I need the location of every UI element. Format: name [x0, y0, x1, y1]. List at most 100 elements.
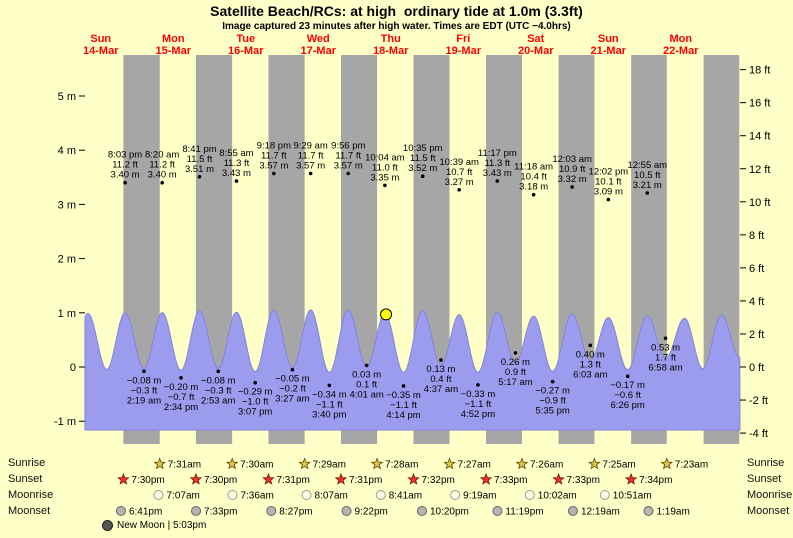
y-axis-label-ft: -4 ft [749, 428, 768, 440]
moonset-circle-icon [115, 506, 126, 516]
moonrise-circle-icon [599, 490, 610, 500]
new-moon-note: New Moon | 5:03pm [102, 520, 206, 531]
day-label-date: 19-Mar [446, 45, 482, 57]
y-axis-label-ft: 4 ft [749, 296, 764, 308]
high-tide-annotation: 8:03 pm 11.2 ft 3.40 m [108, 150, 142, 181]
sunrise-time: 7:26am [530, 460, 563, 471]
sunset-star-icon [117, 472, 130, 485]
day-label-date: 16-Mar [228, 45, 264, 57]
day-label: Sat [527, 33, 544, 45]
sunrise-row-label-left: Sunrise [8, 457, 46, 469]
sunrise-star-icon [153, 457, 166, 470]
low-tide-dot [439, 358, 443, 362]
sunset-row-label-right: Sunset [747, 473, 782, 485]
high-tide-annotation: 8:55 am 11.3 ft 3.43 m [219, 148, 253, 179]
moonrise-time: 8:07am [315, 491, 348, 502]
day-label: Thu [381, 33, 401, 45]
low-tide-dot [625, 374, 630, 379]
low-tide-dot [513, 351, 518, 355]
low-tide-annotation: 0.13 m 0.4 ft 4:37 am [424, 364, 458, 395]
low-tide-annotation: −0.20 m −0.7 ft 2:34 pm [164, 382, 199, 413]
sunset-star-icon [479, 472, 493, 485]
sunrise-star-icon [443, 457, 456, 470]
low-tide-annotation: −0.35 m −1.1 ft 4:14 pm [386, 390, 421, 421]
high-tide-annotation: 10:35 pm 11.5 ft 3.52 m [403, 143, 443, 174]
day-label: Mon [669, 33, 692, 45]
high-tide-dot [645, 191, 650, 195]
sunrise-time: 7:30am [240, 460, 273, 471]
day-label: Fri [456, 33, 470, 45]
moonrise-row-label-right: Moonrise [747, 489, 793, 501]
sunrise-time: 7:28am [385, 460, 418, 471]
sunset-time: 7:34pm [639, 475, 672, 486]
moonset-circle-icon [191, 506, 202, 516]
sunset-time: 7:30pm [204, 475, 237, 486]
moonset-time: 10:20pm [430, 507, 469, 518]
sunset-time: 7:33pm [567, 475, 600, 486]
high-tide-dot [272, 171, 276, 176]
new-moon-label: New Moon | 5:03pm [117, 520, 207, 531]
y-axis-label-ft: 18 ft [749, 65, 770, 77]
high-tide-dot [160, 180, 164, 185]
low-tide-dot [401, 384, 406, 388]
moonset-circle-icon [416, 506, 427, 516]
moonset-time: 6:41pm [129, 507, 162, 518]
sunrise-star-icon [298, 457, 311, 470]
high-tide-dot [457, 187, 461, 192]
moonset-row-label-left: Moonset [8, 505, 51, 517]
moonset-circle-icon [492, 506, 503, 516]
tide-curve [84, 309, 741, 431]
moonset-time: 1:19am [656, 507, 689, 518]
moonset-time: 12:19am [581, 507, 620, 518]
high-tide-annotation: 9:29 am 11.7 ft 3.57 m [293, 141, 327, 172]
sunset-time: 7:31pm [349, 475, 382, 486]
day-label-date: 21-Mar [591, 45, 627, 57]
moonrise-circle-icon [450, 490, 461, 500]
sunset-time: 7:31pm [276, 475, 309, 486]
low-tide-annotation: −0.08 m −0.3 ft 2:53 am [201, 375, 236, 406]
sunrise-time: 7:23am [675, 460, 708, 471]
low-tide-dot [476, 383, 480, 387]
high-tide-annotation: 12:03 am 10.9 ft 3.32 m [552, 154, 592, 185]
high-tide-dot [123, 180, 127, 185]
y-axis-label-ft: 16 ft [749, 98, 770, 110]
day-label: Sun [90, 33, 111, 45]
moonrise-circle-icon [524, 490, 535, 500]
low-tide-annotation: −0.08 m −0.3 ft 2:19 am [127, 375, 162, 406]
low-tide-annotation: −0.27 m −0.9 ft 5:35 pm [535, 386, 570, 417]
high-tide-dot [346, 171, 351, 176]
sunrise-star-icon [225, 457, 239, 470]
high-tide-dot [606, 197, 611, 202]
page-subtitle: Image captured 23 minutes after high wat… [222, 21, 571, 32]
moonset-circle-icon [341, 506, 352, 516]
low-tide-dot [216, 369, 221, 374]
sunset-star-icon [552, 472, 565, 485]
day-label: Wed [307, 33, 330, 45]
sunset-star-icon [262, 472, 275, 485]
moonrise-time: 9:19am [463, 491, 496, 502]
low-tide-annotation: −0.34 m −1.1 ft 3:40 pm [312, 389, 347, 420]
new-moon-icon [102, 520, 113, 531]
y-axis-label-m: -1 m [54, 416, 76, 428]
sunrise-time: 7:29am [313, 460, 346, 471]
moonset-time: 11:19pm [505, 507, 543, 518]
sunset-star-icon [407, 472, 420, 485]
day-label: Mon [162, 33, 185, 45]
low-tide-dot [364, 363, 369, 368]
sunrise-star-icon [660, 457, 674, 470]
sunset-time: 7:33pm [494, 475, 527, 486]
moonrise-circle-icon [301, 490, 312, 500]
moonset-circle-icon [266, 506, 277, 516]
sunrise-time: 7:31am [168, 460, 201, 471]
high-tide-dot [383, 183, 387, 188]
sunrise-star-icon [515, 457, 529, 470]
sunrise-time: 7:25am [602, 460, 635, 471]
y-axis-label-ft: 12 ft [749, 164, 770, 176]
sunrise-star-icon [370, 457, 384, 470]
high-tide-dot [495, 179, 500, 183]
high-tide-annotation: 12:55 am 10.5 ft 3.21 m [627, 160, 667, 191]
current-tide-marker [380, 308, 393, 321]
low-tide-dot [142, 369, 146, 374]
low-tide-annotation: 0.40 m 1.3 ft 6:03 am [573, 349, 607, 380]
